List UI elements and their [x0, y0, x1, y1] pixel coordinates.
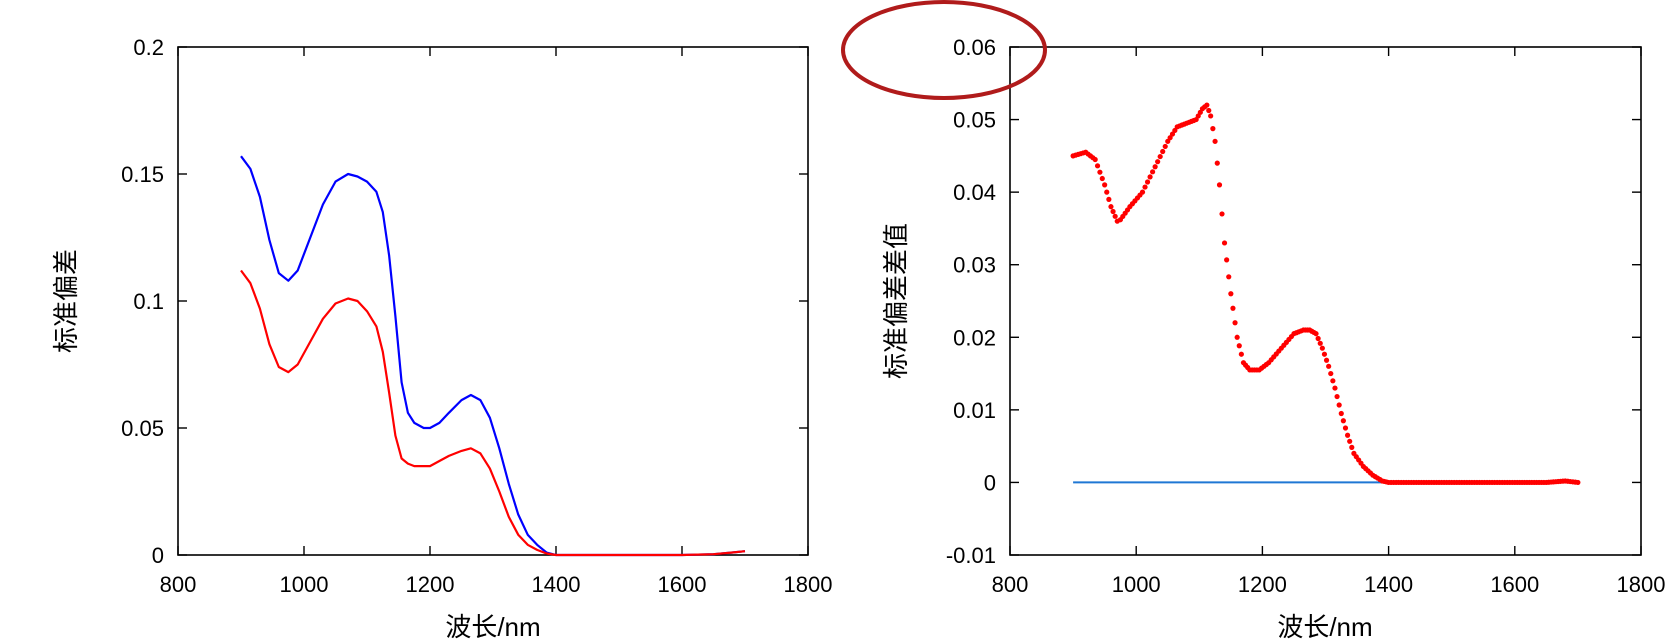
scatter-point: [1315, 335, 1321, 342]
scatter-point: [1110, 208, 1116, 215]
scatter-point: [1150, 169, 1156, 175]
scatter-point: [1342, 425, 1349, 431]
plot-frame: [1009, 46, 1642, 556]
x-tick-label: 1800: [784, 572, 833, 597]
scatter-point: [1326, 363, 1332, 369]
y-tick-label: 0: [984, 470, 996, 495]
y-axis-ticks: -0.01 0 0.01 0.02 0.03 0.04 0.05 0.06: [946, 35, 1641, 568]
y-tick-label: 0.05: [953, 108, 996, 133]
series-group: [240, 155, 746, 557]
x-tick-label: 800: [160, 572, 197, 597]
series-line: [240, 155, 746, 557]
scatter-point: [1330, 378, 1336, 384]
right-chart: -0.01 0 0.01 0.02 0.03 0.04 0.05 0.06 800 1000 12…: [881, 35, 1665, 642]
scatter-point: [1338, 410, 1344, 417]
scatter-point: [1232, 320, 1238, 326]
y-tick-label: 0.2: [133, 35, 164, 60]
scatter-point: [1147, 174, 1153, 180]
scatter-point: [1097, 169, 1103, 175]
scatter-point: [1238, 351, 1244, 357]
scatter-point: [1208, 113, 1214, 119]
y-tick-label: 0.02: [953, 325, 996, 350]
scatter-point: [1234, 334, 1240, 340]
scatter-point: [1332, 385, 1338, 391]
y-tick-label: 0.05: [121, 416, 164, 441]
y-tick-label: 0.03: [953, 253, 996, 278]
x-axis-ticks: 800 1000 1200 1400 1600 1800: [160, 47, 833, 597]
scatter-point: [1323, 357, 1330, 363]
scatter-point: [1106, 196, 1112, 202]
scatter-point: [1347, 438, 1353, 444]
series-group: [1070, 102, 1581, 486]
scatter-point: [1219, 211, 1225, 217]
scatter-point: [1144, 179, 1151, 185]
scatter-point: [1152, 164, 1158, 170]
y-tick-label: 0: [152, 543, 164, 568]
scatter-point: [1102, 182, 1108, 188]
scatter-point: [1099, 175, 1105, 182]
scatter-point: [1216, 182, 1223, 188]
scatter-point: [1092, 156, 1098, 163]
scatter-point: [1214, 160, 1220, 166]
scatter-point: [1319, 345, 1325, 351]
x-tick-label: 1200: [1238, 572, 1287, 597]
x-axis-label: 波长/nm: [445, 612, 540, 642]
y-tick-label: -0.01: [946, 543, 996, 568]
y-tick-label: 0.04: [953, 180, 996, 205]
x-tick-label: 1000: [1112, 572, 1161, 597]
scatter-point: [1317, 340, 1323, 346]
scatter-point: [1575, 479, 1581, 486]
x-axis-label: 波长/nm: [1277, 612, 1372, 642]
scatter-point: [1094, 163, 1101, 169]
x-tick-label: 1200: [406, 572, 455, 597]
scatter-point: [1236, 343, 1242, 349]
y-axis-ticks: 0 0.05 0.1 0.15 0.2: [121, 35, 808, 568]
y-tick-label: 0.01: [953, 398, 996, 423]
scatter-point: [1162, 143, 1168, 150]
scatter-point: [1336, 402, 1342, 408]
x-axis-ticks: 800 1000 1200 1400 1600 1800: [992, 47, 1666, 597]
x-tick-label: 1800: [1617, 572, 1666, 597]
scatter-point: [1221, 240, 1228, 246]
scatter-point: [1321, 351, 1328, 357]
highlight-ellipse: [841, 0, 1047, 100]
scatter-point: [1212, 138, 1218, 144]
scatter-point: [1204, 102, 1210, 108]
y-tick-label: 0.15: [121, 162, 164, 187]
y-tick-label: 0.1: [133, 289, 164, 314]
y-tick-label: 0.06: [953, 35, 996, 60]
scatter-point: [1206, 107, 1212, 114]
scatter-point: [1210, 126, 1216, 132]
x-tick-label: 1000: [280, 572, 329, 597]
x-tick-label: 1400: [532, 572, 581, 597]
scatter-point: [1349, 444, 1355, 450]
scatter-point: [1142, 184, 1148, 190]
scatter-point: [1139, 189, 1146, 195]
scatter-point: [1160, 148, 1166, 155]
scatter-point: [1230, 305, 1236, 311]
x-tick-label: 1400: [1364, 572, 1413, 597]
series-line: [240, 269, 746, 557]
scatter-point: [1157, 153, 1163, 160]
scatter-point: [1328, 370, 1334, 377]
scatter-point: [1313, 331, 1319, 337]
scatter-point: [1228, 291, 1234, 297]
scatter-point: [1344, 432, 1351, 438]
x-tick-label: 800: [992, 572, 1029, 597]
scatter-point: [1108, 204, 1114, 210]
x-tick-label: 1600: [1490, 572, 1539, 597]
scatter-point: [1334, 393, 1340, 400]
y-axis-label: 标准偏差差值: [881, 223, 911, 379]
x-tick-label: 1600: [658, 572, 707, 597]
left-chart: 00.050.10.150.2 800 1000 1200 1400 1600 1800 …: [51, 35, 832, 642]
scatter-point: [1224, 257, 1230, 263]
scatter-point: [1112, 213, 1118, 219]
scatter-point: [1226, 274, 1232, 280]
y-axis-label: 标准偏差: [51, 249, 81, 353]
scatter-point: [1104, 189, 1110, 195]
scatter-point: [1340, 418, 1346, 424]
scatter-point: [1155, 159, 1161, 165]
